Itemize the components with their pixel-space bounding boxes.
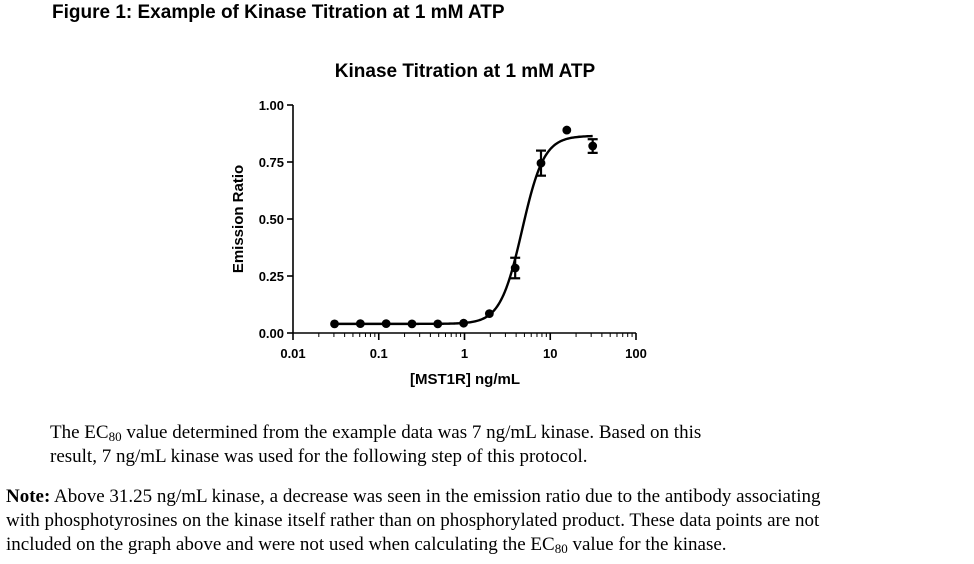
data-points-group [330, 125, 598, 329]
chart-axes: 0.00 0.25 0.50 0.75 1.00 0.01 0.1 1 10 100 [259, 98, 647, 361]
x-tick-label: 100 [625, 346, 647, 361]
data-point [407, 319, 417, 329]
data-point [484, 309, 494, 319]
data-point [381, 319, 391, 329]
y-tick-label: 0.75 [259, 155, 284, 170]
x-axis-label: [MST1R] ng/mL [410, 371, 520, 388]
x-tick-label: 0.01 [280, 346, 305, 361]
x-tick-label: 10 [543, 346, 557, 361]
fit-curve [334, 134, 593, 326]
chart-title: Kinase Titration at 1 mM ATP [335, 61, 596, 82]
data-point [536, 158, 546, 168]
y-tick-label: 0.25 [259, 269, 284, 284]
data-point [433, 319, 443, 329]
data-point [562, 125, 572, 135]
figure-title: Figure 1: Example of Kinase Titration at… [52, 2, 505, 23]
ec80-line-2: result, 7 ng/mL kinase was used for the … [50, 446, 588, 467]
note-line-3: included on the graph above and were not… [6, 534, 727, 556]
data-point [588, 141, 598, 151]
y-tick-label: 1.00 [259, 98, 284, 113]
data-point [459, 318, 469, 328]
note-paragraph: Note: Above 31.25 ng/mL kinase, a decrea… [6, 485, 972, 557]
kinase-titration-chart: Kinase Titration at 1 mM ATP 0.00 0.25 0.5… [230, 61, 647, 388]
ec80-line-1: The EC80 value determined from the examp… [50, 422, 702, 444]
ec80-paragraph: The EC80 value determined from the examp… [50, 421, 850, 469]
data-point [355, 319, 365, 329]
x-tick-label: 0.1 [370, 346, 388, 361]
fit-curve-group [334, 134, 593, 326]
x-tick-label: 1 [461, 346, 468, 361]
data-point [330, 319, 339, 329]
note-line-1: Note: Above 31.25 ng/mL kinase, a decrea… [6, 486, 821, 507]
y-tick-label: 0.00 [259, 326, 284, 341]
note-label: Note: [6, 486, 51, 507]
y-tick-label: 0.50 [259, 212, 284, 227]
y-axis-label: Emission Ratio [230, 165, 247, 273]
data-point [510, 263, 520, 273]
note-line-2: with phosphotyrosines on the kinase itse… [6, 510, 820, 531]
